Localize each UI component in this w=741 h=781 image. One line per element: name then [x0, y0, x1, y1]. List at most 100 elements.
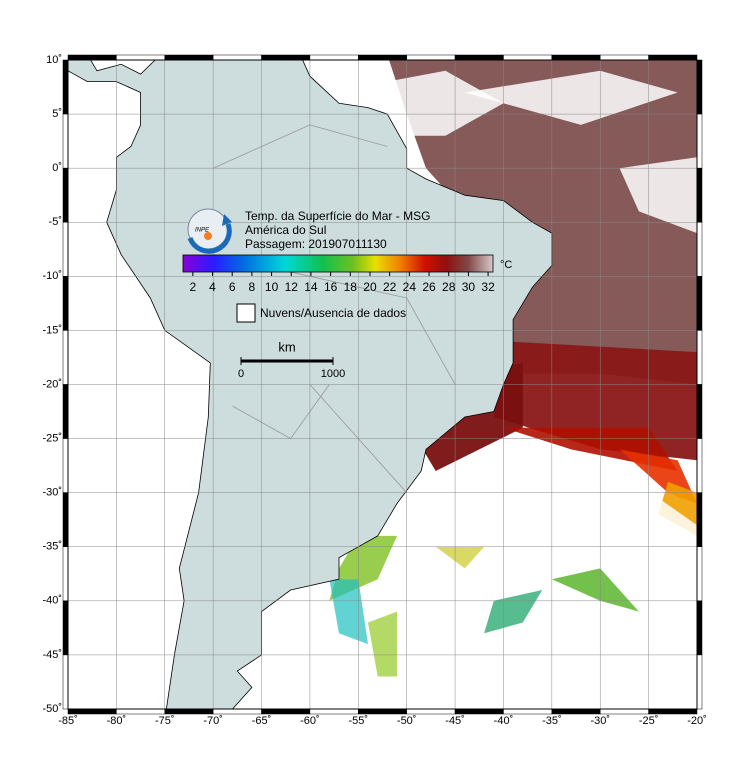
frame-segment	[503, 708, 553, 715]
colorbar-label: 30	[462, 280, 476, 294]
colorbar-label: 2	[189, 280, 196, 294]
lat-label: -40˚	[42, 595, 62, 607]
colorbar-label: 28	[442, 280, 456, 294]
lat-label: -10˚	[42, 270, 62, 282]
frame-segment	[116, 708, 166, 715]
frame-segment	[62, 222, 69, 277]
title: Temp. da Superfície do Mar - MSG	[245, 209, 430, 223]
frame-segment	[696, 222, 703, 277]
lat-label: -35˚	[42, 541, 62, 553]
header: INPE Temp. da Superfície do Mar - MSG Am…	[187, 208, 512, 354]
frame-segment	[261, 708, 311, 715]
lon-label: -75˚	[155, 715, 175, 727]
lat-label: -25˚	[42, 432, 62, 444]
frame-segment	[67, 54, 117, 61]
frame-segment	[551, 708, 601, 715]
logo-arc	[187, 223, 232, 254]
frame-segment	[62, 113, 69, 169]
frame-segment	[696, 167, 703, 223]
lat-label: -20˚	[42, 378, 62, 390]
lon-label: -40˚	[494, 715, 514, 727]
frame-segment	[62, 492, 69, 547]
frame-segment	[62, 546, 69, 602]
legend-text: Nuvens/Ausencia de dados	[260, 306, 406, 320]
lon-label: -20˚	[687, 715, 707, 727]
lon-label: -60˚	[300, 715, 320, 727]
colorbar-label: 20	[363, 280, 377, 294]
frame-segment	[599, 708, 649, 715]
cloud-gap	[464, 70, 678, 125]
sst-patch	[435, 546, 485, 569]
colorbar-label: 32	[481, 280, 495, 294]
lon-label: -85˚	[58, 715, 78, 727]
colorbar-label: 6	[229, 280, 236, 294]
colorbar-label: 8	[249, 280, 256, 294]
frame-segment	[62, 654, 69, 710]
frame-segment	[454, 54, 504, 61]
frame-segment	[406, 708, 456, 715]
colorbar-label: 14	[304, 280, 318, 294]
frame-segment	[67, 708, 117, 715]
lat-label: -30˚	[42, 487, 62, 499]
subtitle: América do Sul	[245, 223, 326, 237]
lat-label: -5˚	[49, 216, 62, 228]
frame-segment	[212, 708, 262, 715]
lon-label: -45˚	[445, 715, 465, 727]
logo-dot	[204, 232, 212, 240]
lon-label: -55˚	[349, 715, 369, 727]
frame-segment	[503, 54, 553, 61]
colorbar-label: 18	[344, 280, 358, 294]
frame-segment	[62, 167, 69, 223]
cloud-gap	[619, 157, 697, 234]
colorbar	[182, 254, 494, 273]
frame-segment	[62, 276, 69, 331]
legend-box	[236, 303, 256, 323]
lon-label: -30˚	[590, 715, 610, 727]
colorbar-label: 22	[383, 280, 397, 294]
colorbar-label: 26	[422, 280, 436, 294]
frame-segment	[116, 54, 166, 61]
lat-label: -50˚	[42, 703, 62, 715]
frame-segment	[696, 546, 703, 602]
frame-segment	[696, 276, 703, 331]
frame-segment	[599, 54, 649, 61]
frame-segment	[696, 492, 703, 547]
frame-segment	[358, 54, 407, 61]
frame-segment	[551, 54, 601, 61]
colorbar-label: 24	[403, 280, 417, 294]
colorbar-label: 10	[265, 280, 279, 294]
lon-label: -80˚	[107, 715, 127, 727]
frame-segment	[696, 384, 703, 439]
lat-label: 5˚	[52, 108, 62, 120]
frame	[67, 59, 698, 710]
frame-segment	[454, 708, 504, 715]
frame-segment	[696, 600, 703, 656]
frame-segment	[62, 330, 69, 385]
lat-label: -15˚	[42, 324, 62, 336]
map-area	[68, 60, 697, 709]
frame-segment	[696, 113, 703, 169]
lat-label: -45˚	[42, 649, 62, 661]
logo-arrow	[222, 214, 232, 226]
frame-segment	[406, 54, 456, 61]
lon-label: -70˚	[203, 715, 223, 727]
frame-segment	[62, 384, 69, 439]
frame-segment	[648, 54, 698, 61]
lon-label: -50˚	[397, 715, 417, 727]
logo-text: INPE	[195, 228, 210, 234]
frame-segment	[261, 54, 311, 61]
frame-segment	[696, 654, 703, 710]
lon-label: -35˚	[542, 715, 562, 727]
frame-segment	[696, 330, 703, 385]
frame-segment	[164, 54, 214, 61]
scale-label: 1000	[321, 368, 345, 380]
lat-label: 10˚	[46, 54, 62, 66]
colorbar-label: 12	[285, 280, 299, 294]
cloud-gap	[387, 70, 504, 136]
colorbar-unit: °C	[500, 259, 512, 271]
frame-segment	[212, 54, 262, 61]
lon-label: -65˚	[252, 715, 272, 727]
pass: Passagem: 201907011130	[245, 237, 387, 251]
lat-label: 0˚	[52, 162, 62, 174]
